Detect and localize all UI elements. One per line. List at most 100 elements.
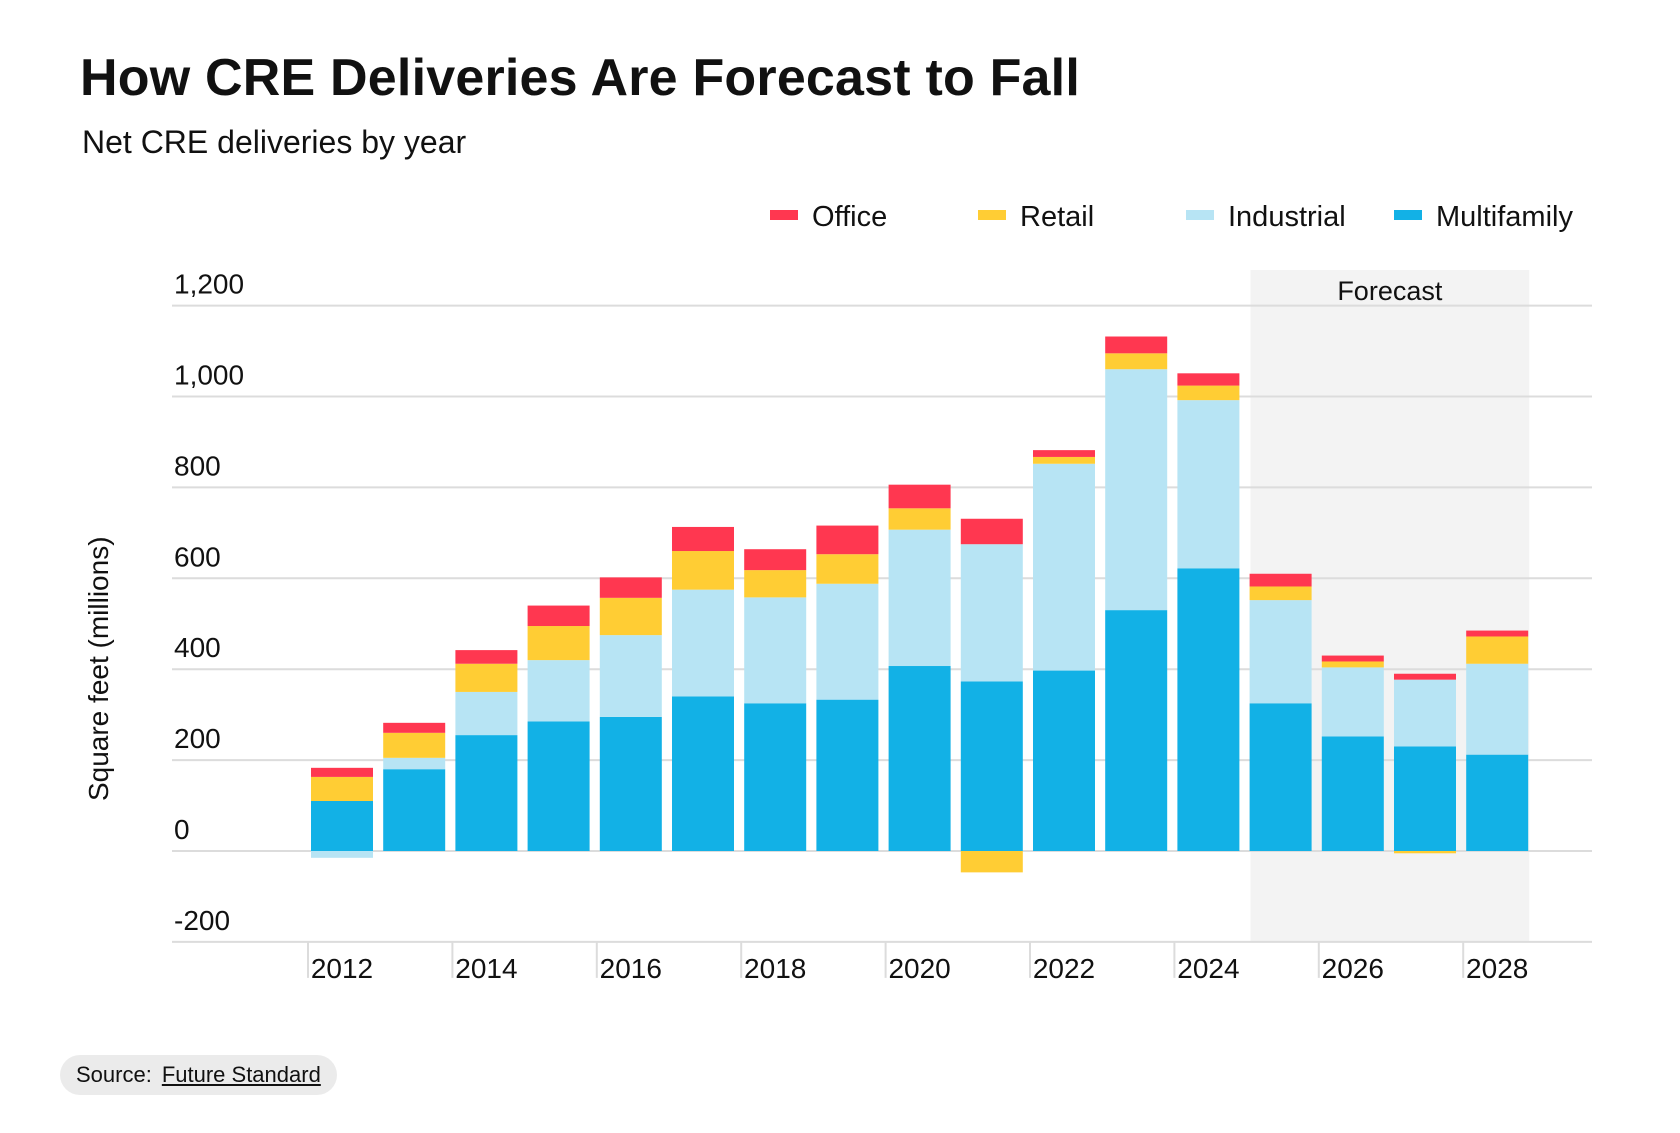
bar-office-2028 — [1466, 630, 1529, 637]
x-tick-label: 2022 — [1033, 953, 1095, 984]
bar-office-2024 — [1177, 373, 1240, 386]
bar-industrial-2015 — [527, 660, 590, 722]
bar-multifamily-2014 — [455, 735, 518, 851]
bar-industrial-2016 — [599, 635, 662, 717]
bar-office-2015 — [527, 605, 590, 627]
forecast-label: Forecast — [1337, 276, 1443, 306]
bar-retail-2017 — [672, 551, 734, 590]
bar-office-2017 — [672, 526, 734, 552]
bar-retail-2025 — [1249, 586, 1312, 601]
y-tick-label: 800 — [174, 450, 221, 481]
bar-industrial-2028 — [1466, 663, 1529, 755]
bar-multifamily-2012 — [311, 801, 373, 851]
source-link[interactable]: Future Standard — [161, 1062, 321, 1087]
bar-industrial-2027 — [1394, 679, 1456, 747]
bar-retail-2027 — [1394, 851, 1456, 854]
bar-office-2025 — [1249, 573, 1312, 587]
legend-swatch-industrial — [1186, 210, 1214, 220]
x-tick-label: 2024 — [1177, 953, 1239, 984]
bar-multifamily-2022 — [1033, 670, 1095, 851]
bar-multifamily-2024 — [1177, 568, 1240, 851]
y-tick-label: 600 — [174, 541, 221, 572]
bar-industrial-2018 — [744, 597, 807, 704]
bar-industrial-2025 — [1249, 600, 1312, 704]
bar-office-2027 — [1394, 673, 1456, 680]
bar-office-2026 — [1321, 655, 1384, 662]
y-tick-label: 0 — [174, 814, 190, 845]
bar-retail-2024 — [1177, 385, 1240, 401]
bar-retail-2014 — [455, 663, 518, 692]
bar-retail-2019 — [816, 554, 879, 584]
bar-industrial-2012 — [311, 851, 373, 858]
x-tick-label: 2028 — [1466, 953, 1528, 984]
bar-industrial-2022 — [1033, 463, 1095, 671]
legend-label-retail: Retail — [1020, 201, 1094, 233]
legend-swatch-retail — [978, 210, 1006, 220]
x-tick-label: 2020 — [888, 953, 950, 984]
bar-multifamily-2026 — [1321, 736, 1384, 851]
stacked-bar-chart: Forecast -200 0 200 400 600 800 1,000 1,200 Squ… — [83, 201, 1592, 984]
x-tick-label: 2018 — [744, 953, 806, 984]
x-tick-label: 2016 — [600, 953, 662, 984]
bar-multifamily-2025 — [1249, 703, 1312, 851]
legend-swatch-office — [770, 210, 798, 220]
bar-multifamily-2016 — [599, 716, 662, 851]
bar-retail-2023 — [1105, 353, 1168, 370]
bar-office-2018 — [744, 549, 807, 571]
legend-label-multifamily: Multifamily — [1436, 201, 1573, 233]
bar-retail-2021 — [960, 851, 1023, 873]
bar-retail-2020 — [888, 508, 951, 530]
bar-office-2014 — [455, 650, 518, 664]
bar-multifamily-2018 — [744, 703, 807, 851]
bar-multifamily-2020 — [888, 666, 951, 851]
bar-multifamily-2019 — [816, 699, 879, 851]
bar-industrial-2019 — [816, 583, 879, 700]
bar-office-2016 — [599, 577, 662, 598]
source-badge: Source: Future Standard — [60, 1055, 337, 1095]
bar-retail-2012 — [311, 776, 373, 802]
chart-subtitle: Net CRE deliveries by year — [82, 124, 467, 160]
bar-office-2013 — [383, 722, 446, 733]
bar-multifamily-2013 — [383, 769, 446, 851]
bar-multifamily-2027 — [1394, 746, 1456, 851]
legend-swatch-multifamily — [1394, 210, 1422, 220]
bar-multifamily-2028 — [1466, 754, 1529, 851]
x-tick-label: 2012 — [311, 953, 373, 984]
y-tick-label: 400 — [174, 632, 221, 663]
x-tick-label: 2014 — [455, 953, 517, 984]
bar-industrial-2026 — [1321, 667, 1384, 737]
bar-industrial-2021 — [960, 544, 1023, 682]
bar-retail-2015 — [527, 626, 590, 661]
bar-office-2012 — [311, 767, 373, 777]
bar-office-2020 — [888, 484, 951, 509]
bar-multifamily-2021 — [960, 681, 1023, 851]
y-tick-label: 1,200 — [174, 269, 244, 300]
bar-retail-2022 — [1033, 456, 1095, 464]
source-label: Source: — [76, 1062, 152, 1087]
bar-office-2022 — [1033, 450, 1095, 457]
bar-office-2019 — [816, 525, 879, 555]
bar-industrial-2023 — [1105, 369, 1168, 611]
legend-label-industrial: Industrial — [1228, 201, 1346, 233]
bar-retail-2013 — [383, 732, 446, 758]
bar-industrial-2017 — [672, 589, 734, 697]
bar-industrial-2013 — [383, 757, 446, 770]
legend-label-office: Office — [812, 201, 887, 233]
bar-industrial-2020 — [888, 529, 951, 667]
y-tick-label: 200 — [174, 723, 221, 754]
y-axis-title: Square feet (millions) — [83, 536, 114, 801]
bar-office-2021 — [960, 518, 1023, 545]
bar-industrial-2024 — [1177, 400, 1240, 569]
bar-retail-2026 — [1321, 661, 1384, 668]
bar-office-2023 — [1105, 336, 1168, 354]
bar-multifamily-2023 — [1105, 610, 1168, 851]
chart-title: How CRE Deliveries Are Forecast to Fall — [80, 49, 1080, 107]
bar-retail-2016 — [599, 597, 662, 636]
bar-retail-2028 — [1466, 636, 1529, 664]
y-tick-label: -200 — [174, 905, 230, 936]
bar-multifamily-2015 — [527, 721, 590, 851]
bar-retail-2018 — [744, 570, 807, 598]
x-tick-label: 2026 — [1322, 953, 1384, 984]
bar-industrial-2014 — [455, 691, 518, 736]
bar-multifamily-2017 — [672, 696, 734, 851]
